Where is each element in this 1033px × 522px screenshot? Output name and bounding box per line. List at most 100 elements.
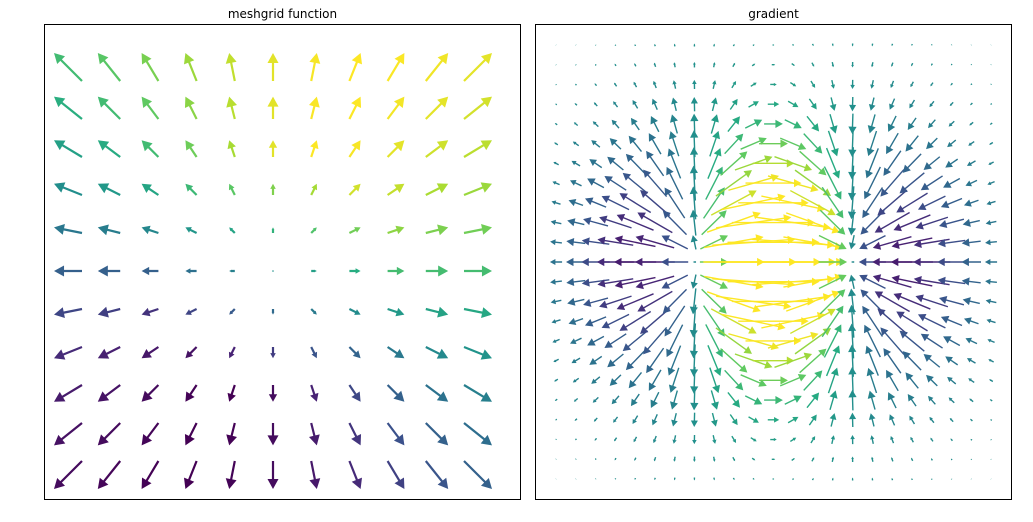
gradient-arrow <box>783 273 843 288</box>
gradient-arrow <box>799 150 827 176</box>
quiver-arrow <box>227 384 236 402</box>
gradient-arrow <box>711 412 718 427</box>
quiver-arrow <box>185 384 198 402</box>
gradient-arrow <box>848 366 857 394</box>
quiver-arrow <box>425 265 449 277</box>
gradient-arrow <box>700 235 728 250</box>
gradient-arrow <box>581 278 610 287</box>
gradient-arrow <box>705 166 723 200</box>
quiver-arrow <box>348 346 361 359</box>
gradient-arrow <box>871 62 874 68</box>
gradient-arrow <box>990 478 992 480</box>
quiver-arrow <box>228 183 236 196</box>
gradient-arrow <box>721 193 786 211</box>
gradient-arrow <box>939 296 965 306</box>
quiver-arrow <box>348 422 362 446</box>
quiver-arrow <box>463 307 492 319</box>
quiver-arrow <box>226 422 237 446</box>
gradient-arrow <box>962 297 980 306</box>
quiver-arrow <box>463 422 492 446</box>
gradient-arrow <box>851 62 854 68</box>
gradient-arrow <box>970 44 972 46</box>
gradient-arrow <box>803 370 823 391</box>
gradient-arrow <box>640 190 671 217</box>
gradient-arrow <box>554 123 558 126</box>
gradient-arrow <box>690 130 699 158</box>
gradient-arrow <box>859 235 886 250</box>
gradient-arrow <box>693 477 696 481</box>
quiver-arrow <box>268 140 278 157</box>
gradient-arrow <box>704 234 764 249</box>
gradient-arrow <box>871 477 874 481</box>
gradient-arrow <box>727 116 741 132</box>
gradient-arrow <box>634 63 637 67</box>
gradient-arrow <box>673 456 676 462</box>
gradient-arrow <box>939 218 965 228</box>
gradient-arrow <box>661 235 689 250</box>
gradient-arrow <box>704 275 764 290</box>
gradient-arrow <box>666 166 684 200</box>
quiver-arrow <box>141 183 160 196</box>
gradient-arrow <box>573 397 579 402</box>
quiver-arrow <box>387 307 405 317</box>
gradient-arrow <box>554 142 559 146</box>
gradient-arrow <box>917 314 946 329</box>
gradient-arrow <box>849 97 857 112</box>
gradient-arrow <box>752 44 755 47</box>
gradient-arrow <box>789 437 797 443</box>
gradient-arrow <box>772 478 775 480</box>
gradient-arrow <box>886 369 899 392</box>
quiver-arrow <box>310 227 317 234</box>
gradient-arrow <box>731 435 737 443</box>
gradient-arrow <box>789 308 836 335</box>
gradient-arrow <box>847 186 857 220</box>
quiver-arrow <box>54 422 83 446</box>
quiver-arrow <box>271 309 275 315</box>
gradient-arrow <box>847 165 857 201</box>
gradient-arrow <box>877 308 908 335</box>
gradient-arrow <box>732 43 735 47</box>
gradient-arrow <box>819 209 846 235</box>
gradient-arrow <box>555 478 557 480</box>
quiver-arrow <box>184 96 198 120</box>
gradient-arrow <box>689 304 698 338</box>
quiver-arrow <box>386 460 405 489</box>
gradient-arrow <box>917 195 946 210</box>
quiver-arrow <box>97 224 121 236</box>
gradient-arrow <box>587 178 605 189</box>
gradient-arrow <box>732 62 736 68</box>
gradient-arrow <box>945 356 959 366</box>
gradient-arrow <box>721 313 786 331</box>
gradient-arrow <box>909 415 916 425</box>
quiver-arrow <box>185 308 198 315</box>
gradient-arrow <box>863 166 881 200</box>
gradient-arrow <box>633 81 638 88</box>
gradient-arrow <box>689 288 698 315</box>
gradient-arrow <box>589 355 603 365</box>
gradient-arrow <box>653 456 657 462</box>
quiver-arrow <box>97 346 121 359</box>
quiver-arrow <box>141 422 160 446</box>
gradient-arrow <box>625 153 645 174</box>
gradient-arrow <box>671 97 678 111</box>
gradient-arrow <box>761 195 826 213</box>
gradient-arrow <box>591 140 601 148</box>
gradient-arrow <box>913 257 951 267</box>
gradient-arrow <box>573 122 579 127</box>
gradient-arrow <box>823 166 842 200</box>
gradient-arrow <box>806 115 820 132</box>
gradient-arrow <box>740 137 767 150</box>
gradient-arrow <box>619 310 652 331</box>
gradient-arrow <box>989 399 993 402</box>
gradient-arrow <box>648 133 662 155</box>
gradient-arrow <box>614 235 656 248</box>
meshgrid-quiver-svg <box>54 53 492 489</box>
gradient-arrow <box>896 192 928 213</box>
gradient-arrow <box>920 175 943 191</box>
quiver-arrow <box>270 347 276 359</box>
gradient-arrow <box>970 418 973 422</box>
gradient-arrow <box>575 83 577 86</box>
gradient-arrow <box>887 392 897 409</box>
right-chart-title: gradient <box>748 7 799 21</box>
gradient-arrow <box>871 456 874 462</box>
